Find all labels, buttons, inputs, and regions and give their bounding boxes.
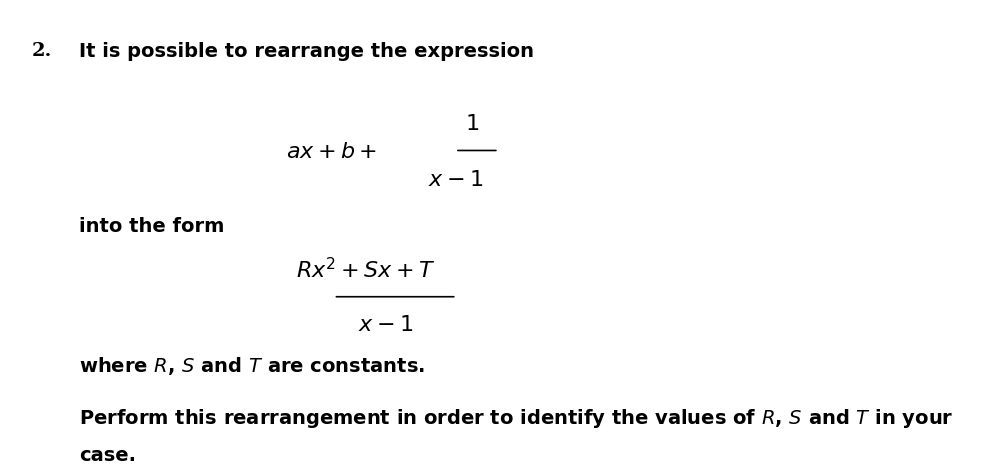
Text: $1$: $1$	[466, 113, 480, 135]
Text: 2.: 2.	[31, 42, 52, 60]
Text: It is possible to rearrange the expression: It is possible to rearrange the expressi…	[80, 42, 535, 61]
Text: case.: case.	[80, 446, 137, 465]
Text: into the form: into the form	[80, 217, 225, 236]
Text: $x - 1$: $x - 1$	[358, 314, 413, 336]
Text: $x - 1$: $x - 1$	[429, 169, 484, 191]
Text: $ax + b +$: $ax + b +$	[286, 141, 376, 163]
Text: $Rx^2 + Sx + T$: $Rx^2 + Sx + T$	[296, 258, 434, 283]
Text: Perform this rearrangement in order to identify the values of $R$, $S$ and $T$ i: Perform this rearrangement in order to i…	[80, 407, 954, 430]
Text: where $R$, $S$ and $T$ are constants.: where $R$, $S$ and $T$ are constants.	[80, 355, 426, 377]
